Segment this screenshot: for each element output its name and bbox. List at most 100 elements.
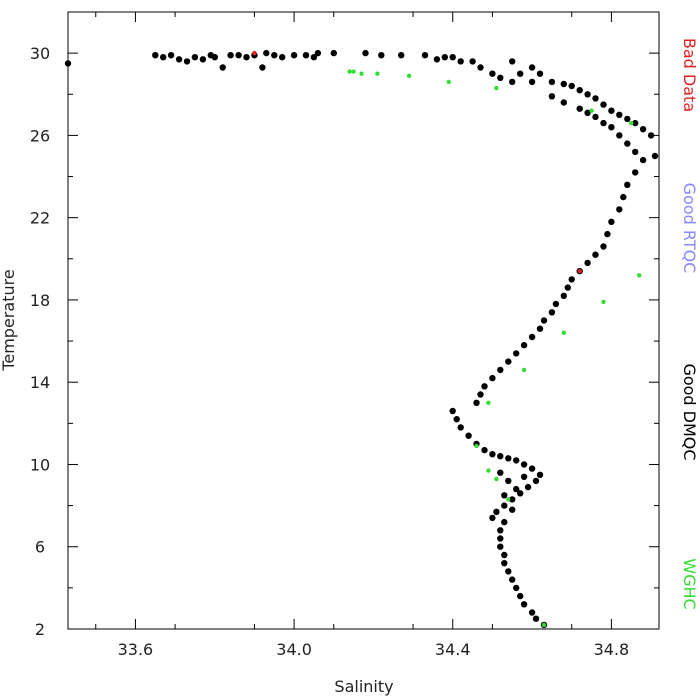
point-wghc — [375, 71, 380, 76]
point-good-dmqc — [183, 58, 191, 65]
point-good-dmqc — [528, 465, 536, 472]
point-wghc — [561, 330, 566, 335]
point-good-dmqc — [513, 350, 520, 357]
point-good-dmqc — [576, 105, 583, 112]
point-good-dmqc — [175, 56, 183, 63]
point-good-dmqc — [536, 70, 544, 77]
point-good-dmqc — [469, 58, 476, 65]
point-good-dmqc — [505, 358, 512, 365]
point-wghc — [521, 367, 527, 373]
point-good-dmqc — [314, 49, 322, 57]
point-good-dmqc — [235, 52, 242, 59]
point-good-dmqc — [517, 70, 524, 77]
point-good-dmqc — [449, 54, 456, 61]
point-good-dmqc — [310, 54, 318, 61]
point-good-dmqc — [501, 518, 508, 526]
point-good-dmqc — [520, 601, 528, 608]
point-good-dmqc — [616, 111, 623, 119]
point-good-dmqc — [552, 300, 560, 308]
point-good-dmqc — [548, 309, 556, 316]
point-good-dmqc — [152, 52, 159, 59]
point-good-dmqc — [584, 109, 591, 117]
point-good-dmqc — [520, 461, 528, 468]
point-wghc — [359, 71, 364, 76]
x-tick-label: 34.8 — [594, 640, 630, 659]
point-good-dmqc — [279, 54, 286, 61]
legend-label-wghc: WGHC — [680, 558, 699, 609]
point-good-dmqc — [457, 58, 464, 65]
point-good-dmqc — [302, 52, 310, 59]
point-good-dmqc — [604, 230, 611, 238]
point-good-dmqc — [568, 276, 575, 283]
point-good-dmqc — [501, 502, 508, 509]
point-good-dmqc — [473, 399, 480, 406]
point-good-dmqc — [497, 469, 504, 476]
point-good-dmqc — [536, 471, 544, 478]
point-good-dmqc — [501, 551, 508, 559]
point-good-dmqc — [489, 374, 496, 382]
point-good-dmqc — [624, 181, 631, 188]
plot-area — [67, 11, 660, 630]
point-wghc — [637, 273, 642, 278]
point-good-dmqc — [167, 52, 175, 59]
point-good-dmqc — [624, 115, 631, 123]
point-wghc — [446, 79, 451, 85]
point-wghc — [351, 69, 356, 74]
point-good-dmqc — [528, 78, 536, 86]
point-wghc — [474, 443, 479, 449]
point-good-dmqc — [449, 407, 456, 415]
point-good-dmqc — [509, 496, 516, 503]
point-good-dmqc — [651, 152, 659, 160]
point-good-dmqc — [433, 56, 441, 63]
point-good-dmqc — [199, 56, 207, 63]
point-good-dmqc — [509, 506, 516, 513]
point-good-dmqc — [489, 451, 496, 458]
legend-label-good-dmqc: Good DMQC — [680, 363, 699, 460]
point-good-dmqc — [501, 560, 508, 567]
point-good-dmqc — [616, 132, 623, 139]
point-good-dmqc — [616, 206, 623, 213]
point-good-dmqc — [290, 52, 298, 59]
point-good-dmqc — [513, 457, 520, 464]
point-good-dmqc — [639, 126, 647, 133]
point-wghc — [629, 120, 634, 126]
point-good-dmqc — [528, 64, 536, 71]
point-bad-data — [577, 268, 582, 274]
legend-label-bad-data: Bad Data — [680, 38, 699, 112]
point-good-dmqc — [362, 49, 369, 57]
point-good-dmqc — [513, 485, 520, 493]
point-wghc — [486, 400, 491, 405]
point-good-dmqc — [489, 514, 496, 522]
point-good-dmqc — [632, 119, 639, 127]
point-good-dmqc — [620, 193, 627, 201]
y-axis-title: Temperature — [0, 269, 18, 371]
point-wghc — [486, 468, 491, 473]
point-good-dmqc — [532, 477, 540, 485]
point-wghc — [406, 73, 412, 79]
point-good-dmqc — [497, 74, 504, 82]
point-good-dmqc — [584, 91, 591, 98]
point-good-dmqc — [259, 64, 266, 71]
point-good-dmqc — [477, 64, 484, 71]
point-good-dmqc — [263, 49, 270, 57]
point-good-dmqc — [520, 473, 528, 480]
point-good-dmqc — [497, 453, 504, 460]
point-good-dmqc — [528, 333, 536, 341]
point-good-dmqc — [501, 492, 508, 499]
point-good-dmqc — [548, 78, 556, 86]
point-wghc — [601, 299, 606, 305]
point-good-dmqc — [505, 455, 512, 462]
point-good-dmqc — [191, 54, 199, 61]
point-good-dmqc — [497, 527, 504, 534]
point-good-dmqc — [481, 446, 488, 454]
point-wghc — [506, 497, 511, 502]
legend-label-good-rtqc: Good RTQC — [680, 183, 699, 274]
y-tick-label: 18 — [30, 291, 50, 310]
y-tick-label: 26 — [30, 126, 50, 145]
point-good-dmqc — [497, 535, 504, 542]
point-good-dmqc — [505, 568, 512, 575]
point-good-dmqc — [493, 508, 500, 515]
point-good-dmqc — [421, 52, 429, 59]
point-good-dmqc — [520, 342, 528, 349]
point-good-dmqc — [330, 49, 337, 57]
